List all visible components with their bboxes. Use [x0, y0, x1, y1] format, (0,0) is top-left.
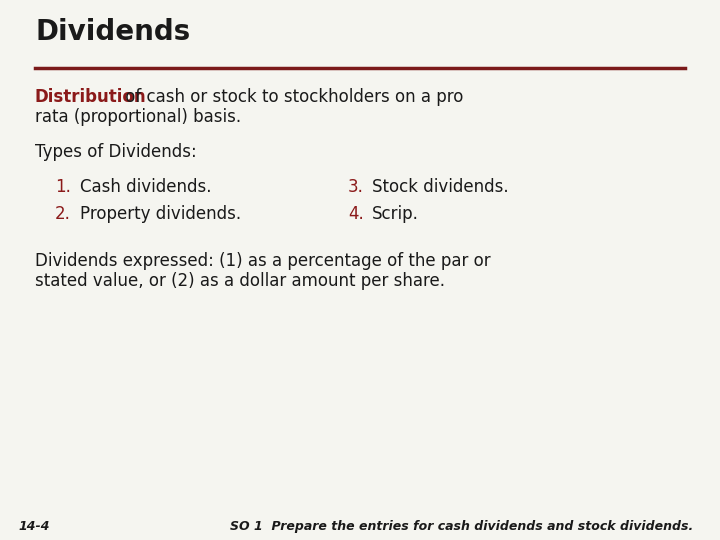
Text: Property dividends.: Property dividends.	[80, 205, 241, 223]
Text: rata (proportional) basis.: rata (proportional) basis.	[35, 108, 241, 126]
Text: Dividends expressed: (1) as a percentage of the par or: Dividends expressed: (1) as a percentage…	[35, 252, 490, 270]
Text: 2.: 2.	[55, 205, 71, 223]
Text: Stock dividends.: Stock dividends.	[372, 178, 508, 196]
Text: 14-4: 14-4	[18, 520, 50, 533]
Text: Dividends: Dividends	[35, 18, 190, 46]
Text: Types of Dividends:: Types of Dividends:	[35, 143, 197, 161]
Text: Distribution: Distribution	[35, 88, 147, 106]
Text: 4.: 4.	[348, 205, 364, 223]
Text: 3.: 3.	[348, 178, 364, 196]
Text: Cash dividends.: Cash dividends.	[80, 178, 212, 196]
Text: of cash or stock to stockholders on a pro: of cash or stock to stockholders on a pr…	[120, 88, 464, 106]
Text: Scrip.: Scrip.	[372, 205, 419, 223]
Text: stated value, or (2) as a dollar amount per share.: stated value, or (2) as a dollar amount …	[35, 272, 445, 290]
Text: 1.: 1.	[55, 178, 71, 196]
Text: SO 1  Prepare the entries for cash dividends and stock dividends.: SO 1 Prepare the entries for cash divide…	[230, 520, 693, 533]
